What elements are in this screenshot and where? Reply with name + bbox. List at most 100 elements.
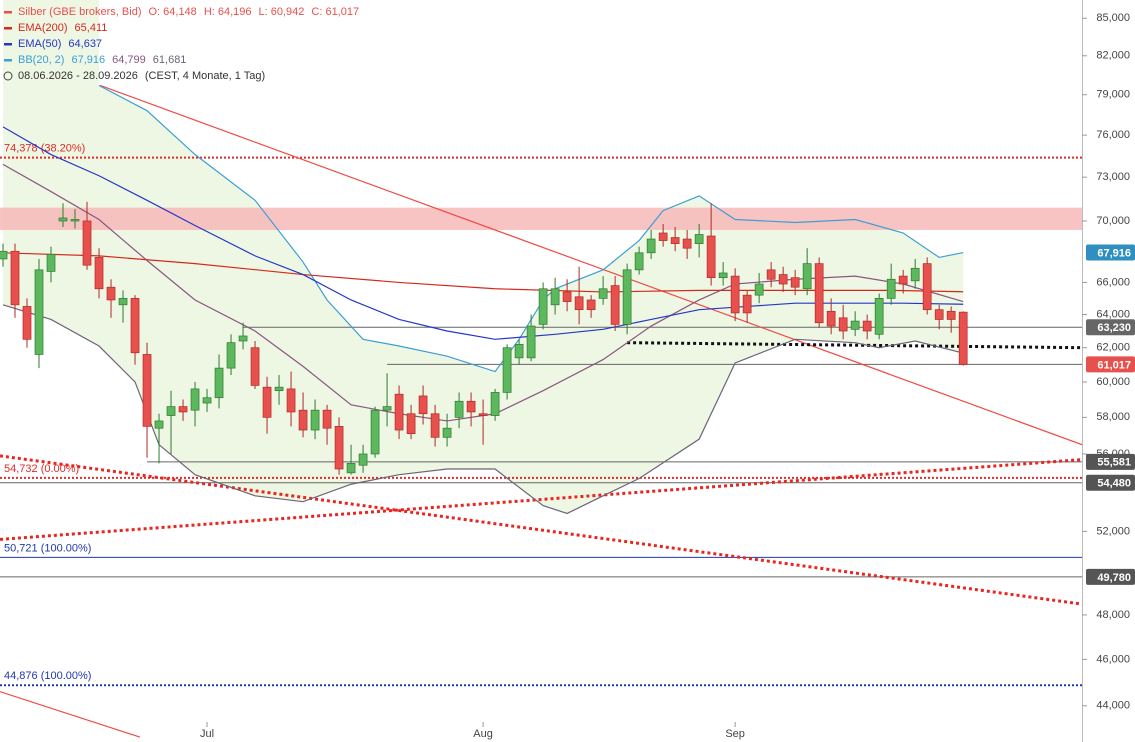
trend-line	[627, 341, 1082, 350]
legend-text: (CEST, 4 Monate, 1 Tag)	[145, 70, 265, 82]
legend-text: 08.06.2026 - 28.09.2026	[18, 70, 138, 82]
candle-body	[850, 320, 860, 330]
candle-body	[226, 342, 236, 369]
candle-body	[718, 272, 728, 279]
candle-body	[874, 298, 884, 335]
candle-body	[118, 298, 128, 306]
candle-body	[562, 291, 572, 302]
candle-body	[658, 232, 668, 241]
legend-text: 64,637	[68, 38, 102, 50]
candle-body	[358, 453, 368, 466]
legend-swatch	[4, 27, 12, 30]
candle-body	[130, 298, 140, 354]
legend-text: L: 60,942	[259, 6, 305, 18]
price-tag-label: 54,480	[1097, 478, 1131, 490]
candle-body	[550, 288, 560, 306]
candle-body	[94, 257, 104, 290]
candle-body	[202, 397, 212, 404]
candle-body	[946, 310, 956, 320]
trend-line	[100, 84, 1082, 446]
legend-text: EMA(50)	[18, 38, 61, 50]
price-tag	[1086, 474, 1135, 491]
price-tag	[1086, 244, 1135, 261]
legend-swatch	[4, 43, 12, 46]
legend-swatch	[4, 11, 12, 14]
axis: 85,000 82,000 79,000 76,000 73,000 70,000 66,0…	[200, 12, 1135, 740]
candle-body	[682, 238, 692, 249]
y-tick-label: 58,000	[1096, 411, 1130, 423]
y-tick-label: 79,000	[1096, 89, 1130, 101]
level-label: 54,732 (0.00%)	[4, 463, 79, 475]
legend-text: 61,681	[153, 54, 187, 66]
candle-body	[0, 250, 8, 260]
candle-body	[934, 309, 944, 320]
candle-body	[742, 294, 752, 314]
candle-body	[826, 310, 836, 327]
clock-icon	[3, 71, 13, 81]
candle-body	[790, 277, 800, 288]
candle-body	[502, 347, 512, 393]
candle-body	[610, 285, 620, 325]
candle-body	[802, 263, 812, 290]
candle-body	[406, 413, 416, 435]
candle-body	[418, 395, 428, 415]
candle-body	[886, 278, 896, 299]
level-label: 74,378 (38.20%)	[4, 143, 85, 155]
y-tick-label: 46,000	[1096, 653, 1130, 665]
price-tag	[1086, 453, 1135, 470]
legend-text: Silber (GBE brokers, Bid)	[18, 6, 141, 18]
candle-body	[754, 283, 764, 296]
legend-text: 65,411	[75, 22, 108, 34]
legend: Silber (GBE brokers, Bid) O: 64,148 H: 64,…	[3, 6, 359, 82]
x-tick-label: Jul	[200, 728, 214, 740]
y-tick-label: 44,000	[1096, 700, 1130, 712]
x-tick-label: Sep	[725, 728, 745, 740]
legend-swatch	[4, 59, 12, 62]
candle-body	[538, 288, 548, 325]
candle-body	[394, 393, 404, 431]
candle-body	[634, 252, 644, 271]
candle-body	[586, 299, 596, 311]
legend-text: 64,799	[112, 54, 146, 66]
candle-body	[214, 367, 224, 399]
candle-body	[370, 409, 380, 455]
candle-body	[22, 306, 32, 340]
trend-line	[0, 691, 141, 738]
indicator-line	[2, 126, 964, 340]
candle-body	[598, 288, 608, 299]
legend-text: BB(20, 2)	[18, 54, 64, 66]
candle-body	[310, 409, 320, 431]
candle-body	[298, 409, 308, 431]
candle-body	[466, 400, 476, 413]
candle-body	[346, 462, 356, 474]
candle-body	[910, 267, 920, 282]
candle-body	[622, 269, 632, 325]
x-tick-label: Aug	[473, 728, 493, 740]
candle-body	[142, 354, 152, 427]
candle-body	[922, 263, 932, 311]
level-label: 44,876 (100.00%)	[4, 670, 91, 682]
candle-body	[706, 235, 716, 279]
candle-body	[574, 296, 584, 311]
candle-body	[106, 286, 116, 301]
y-tick-label: 85,000	[1096, 12, 1130, 24]
candle-body	[442, 427, 452, 438]
candle-body	[82, 220, 92, 266]
legend-text: C: 61,017	[311, 6, 359, 18]
candle-body	[250, 347, 260, 386]
price-tag-label: 49,780	[1097, 572, 1131, 584]
candle-body	[862, 320, 872, 332]
y-tick-label: 66,000	[1096, 276, 1130, 288]
candle-body	[430, 413, 440, 438]
price-tag-label: 61,017	[1097, 359, 1131, 371]
trend-line	[0, 458, 1082, 541]
candle-body	[814, 263, 824, 324]
candle-body	[730, 275, 740, 314]
band-fill	[3, 0, 964, 514]
legend-text: H: 64,196	[204, 6, 252, 18]
candle-body	[262, 386, 272, 418]
zone	[0, 207, 1082, 230]
y-tick-label: 73,000	[1096, 171, 1130, 183]
